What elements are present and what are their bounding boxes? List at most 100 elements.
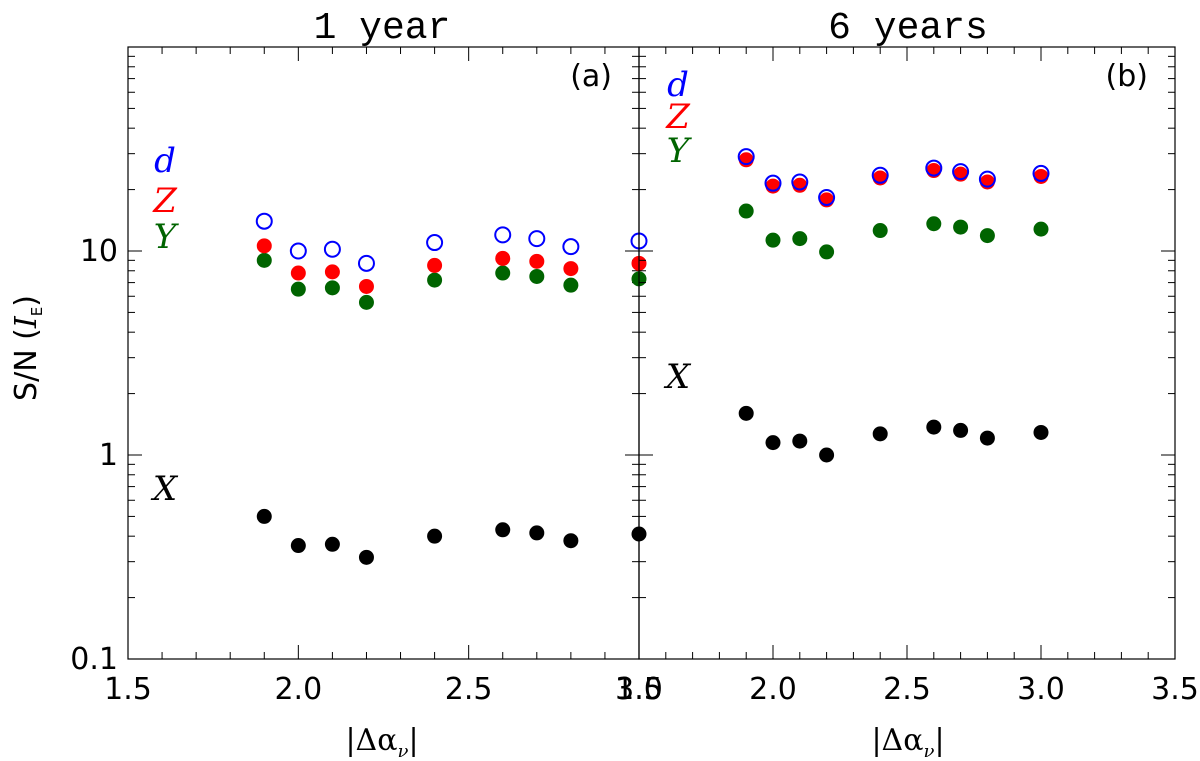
series-label-Z: Z — [152, 181, 178, 221]
x-tick-label: 3.0 — [615, 672, 663, 707]
data-point-X — [427, 528, 443, 544]
series-label-X: X — [150, 469, 179, 509]
data-point-X — [1033, 424, 1049, 440]
y-tick-label: 1 — [99, 438, 118, 473]
data-point-X — [765, 435, 781, 451]
data-point-X — [926, 419, 942, 435]
data-point-X — [563, 533, 579, 549]
series-d — [255, 212, 648, 272]
panel-b-x-axis-label: |Δαν| — [871, 723, 944, 761]
data-point-Z — [290, 265, 306, 281]
plot-frame — [127, 46, 640, 660]
data-point-d — [818, 188, 836, 206]
data-point-Y — [953, 219, 969, 235]
data-point-d — [978, 170, 996, 188]
data-point-X — [979, 430, 995, 446]
data-point-X — [529, 525, 545, 541]
plot-frame — [638, 46, 1176, 660]
data-point-X — [495, 522, 511, 538]
series-label-d: d — [667, 65, 689, 105]
data-point-Y — [872, 223, 888, 239]
panel-b-title: 6 years — [828, 7, 988, 50]
data-point-d — [925, 159, 943, 177]
data-point-d — [323, 240, 341, 258]
data-point-Y — [290, 281, 306, 297]
data-point-d — [952, 163, 970, 181]
data-point-Z — [792, 177, 808, 193]
data-point-X — [324, 536, 340, 552]
data-point-Y — [819, 244, 835, 260]
data-point-Y — [563, 277, 579, 293]
series-d — [737, 148, 1050, 206]
x-tick-label: 3.5 — [1151, 672, 1199, 707]
series-Z — [738, 152, 1049, 208]
x-tick-label: 2.0 — [749, 672, 797, 707]
data-point-Z — [358, 278, 374, 294]
data-point-X — [792, 433, 808, 449]
data-point-Y — [926, 216, 942, 232]
series-X — [738, 405, 1049, 463]
x-tick-label: 2.0 — [274, 672, 322, 707]
data-point-X — [738, 405, 754, 421]
data-point-d — [737, 148, 755, 166]
x-tick-label: 1.5 — [104, 672, 152, 707]
series-label-X: X — [663, 357, 692, 397]
data-point-Y — [427, 272, 443, 288]
data-point-Z — [529, 253, 545, 269]
data-point-Z — [427, 257, 443, 273]
data-point-d — [764, 174, 782, 192]
data-point-Y — [979, 228, 995, 244]
series-Y — [738, 203, 1049, 260]
data-point-Y — [738, 203, 754, 219]
data-point-Y — [529, 268, 545, 284]
data-point-Z — [256, 238, 272, 254]
x-tick-label: 1.5 — [615, 672, 663, 707]
data-point-d — [562, 238, 580, 256]
panel-a-x-axis-label: |Δαν| — [345, 723, 418, 761]
x-tick-label: 2.5 — [445, 672, 493, 707]
y-tick-label: 10 — [80, 234, 118, 269]
data-point-Z — [324, 264, 340, 280]
y-axis-label: S/N (IE) — [9, 295, 46, 401]
series-label-Z: Z — [665, 97, 691, 137]
data-point-d — [791, 173, 809, 191]
series-label-d: d — [154, 141, 176, 181]
data-point-X — [953, 422, 969, 438]
data-point-d — [871, 166, 889, 184]
panel-b-plot: 1.5 2.0 2.5 3.0 3.5 Y X Zd — [615, 46, 1199, 707]
data-point-d — [528, 230, 546, 248]
data-point-d — [255, 212, 273, 230]
data-point-Z — [495, 250, 511, 266]
x-tick-label: 3.0 — [1017, 672, 1065, 707]
data-point-X — [872, 426, 888, 442]
data-point-X — [256, 508, 272, 524]
data-point-Y — [765, 232, 781, 248]
series-label-Y: Y — [154, 217, 180, 257]
panel-a-plot: 1.5 2.0 2.5 3.0 0.1 1 10 Y X Zd — [70, 46, 663, 707]
data-point-Y — [1033, 221, 1049, 237]
panel-a-title: 1 year — [314, 7, 451, 50]
data-point-d — [426, 234, 444, 252]
panel-b-label: (b) — [1106, 59, 1148, 94]
data-point-d — [494, 226, 512, 244]
data-point-Z — [563, 261, 579, 277]
data-point-d — [1032, 164, 1050, 182]
data-point-d — [289, 242, 307, 260]
x-tick-label: 2.5 — [883, 672, 931, 707]
data-point-Y — [495, 265, 511, 281]
data-point-X — [290, 538, 306, 554]
data-point-X — [819, 447, 835, 463]
y-tick-label: 0.1 — [70, 642, 118, 677]
data-point-Y — [324, 280, 340, 296]
series-Y — [256, 252, 647, 310]
data-point-Y — [792, 231, 808, 247]
data-point-Y — [358, 294, 374, 310]
panel-a-label: (a) — [570, 59, 612, 94]
data-point-d — [357, 254, 375, 272]
series-X — [256, 508, 647, 565]
series-label-Y: Y — [667, 131, 693, 171]
series-Z — [256, 238, 647, 294]
data-point-Y — [256, 252, 272, 268]
data-point-X — [358, 549, 374, 565]
